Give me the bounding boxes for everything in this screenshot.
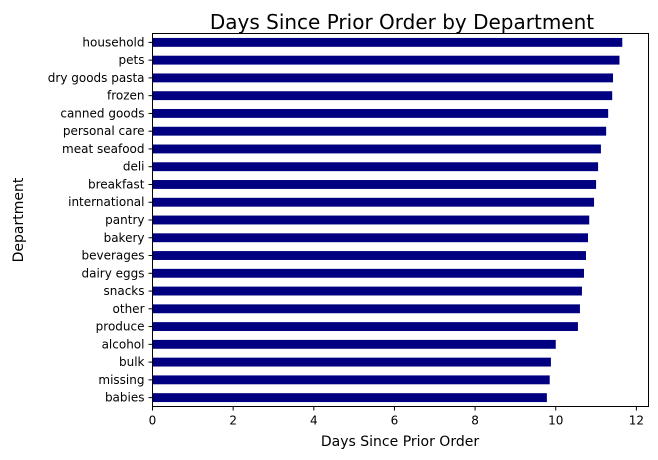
- y-tick-label: household: [82, 35, 144, 49]
- y-tick-label: breakfast: [88, 177, 145, 191]
- y-tick-label: canned goods: [60, 106, 144, 120]
- x-tick-label: 12: [629, 414, 644, 428]
- y-tick-label: bakery: [104, 231, 145, 245]
- y-tick-label: pets: [119, 53, 145, 67]
- bar-canned-goods: [152, 108, 609, 118]
- bar-household: [152, 37, 623, 47]
- x-tick-label: 10: [548, 414, 563, 428]
- y-tick-label: dairy eggs: [81, 266, 144, 280]
- y-tick-label: international: [68, 195, 144, 209]
- bar-pantry: [152, 215, 590, 225]
- x-axis-label: Days Since Prior Order: [321, 434, 479, 450]
- bar-personal-care: [152, 126, 607, 136]
- x-tick-label: 6: [391, 414, 399, 428]
- bar-breakfast: [152, 180, 597, 189]
- bar-dry-goods-pasta: [152, 73, 614, 83]
- plot-frame: [152, 33, 649, 407]
- y-tick-label: deli: [123, 160, 145, 174]
- x-tick-label: 0: [149, 414, 157, 428]
- y-tick-label: meat seafood: [62, 142, 144, 156]
- y-tick-label: frozen: [107, 89, 145, 103]
- y-tick-label: beverages: [81, 249, 144, 263]
- y-tick-label: other: [113, 302, 145, 316]
- bar-missing: [152, 375, 550, 385]
- bar-meat-seafood: [152, 144, 601, 154]
- y-tick-label: alcohol: [102, 337, 145, 351]
- bar-frozen: [152, 91, 613, 101]
- bar-snacks: [152, 286, 582, 296]
- chart-title: Days Since Prior Order by Department: [210, 10, 594, 34]
- bar-international: [152, 197, 595, 207]
- y-axis-label: Department: [11, 177, 27, 262]
- bars-group: [152, 37, 623, 403]
- bar-babies: [152, 393, 547, 403]
- y-tick-label: produce: [96, 320, 145, 334]
- y-tick-label: pantry: [105, 213, 144, 227]
- x-tick-label: 2: [229, 414, 237, 428]
- bar-bakery: [152, 233, 589, 243]
- bar-beverages: [152, 251, 586, 260]
- x-axis-ticks: 0 2 4 6 8 10 12: [149, 406, 644, 428]
- bar-pets: [152, 55, 620, 65]
- y-tick-label: babies: [105, 391, 145, 405]
- y-tick-label: personal care: [63, 124, 145, 138]
- bar-other: [152, 304, 580, 314]
- bar-deli: [152, 162, 599, 172]
- bar-alcohol: [152, 339, 556, 349]
- x-tick-label: 4: [310, 414, 318, 428]
- y-tick-label: bulk: [119, 355, 145, 369]
- bar-dairy-eggs: [152, 268, 584, 278]
- y-axis-ticks: household pets dry goods pasta frozen canned…: [48, 35, 153, 405]
- bar-produce: [152, 322, 578, 332]
- y-tick-label: dry goods pasta: [48, 71, 145, 85]
- y-tick-label: snacks: [103, 284, 144, 298]
- x-tick-label: 8: [471, 414, 479, 428]
- y-tick-label: missing: [98, 373, 144, 387]
- bar-bulk: [152, 357, 551, 367]
